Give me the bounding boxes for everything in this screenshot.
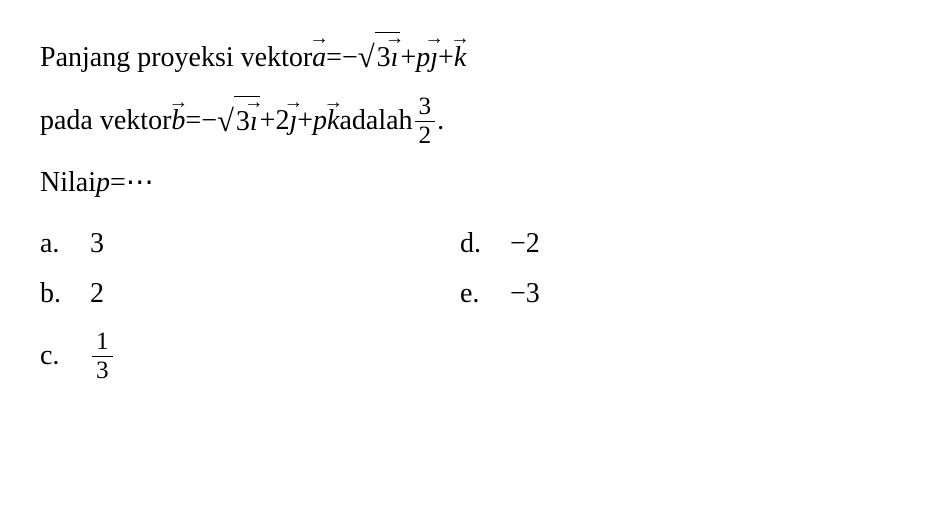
text-prefix-2: pada vektor — [40, 96, 171, 146]
vector-k-2: k — [327, 96, 339, 146]
fraction-3-2: 3 2 — [415, 93, 436, 149]
text-nilai: Nilai — [40, 158, 96, 208]
equation-b: b = − √ 3ı + 2ȷ + pk — [171, 94, 339, 149]
answer-label-a: a. — [40, 228, 90, 260]
answer-option-a: a. 3 — [40, 228, 320, 260]
vector-a: a — [312, 33, 326, 83]
vector-b: b — [171, 96, 185, 146]
frac-den: 2 — [415, 121, 436, 150]
answer-label-c: c. — [40, 340, 90, 372]
sqrt-symbol-1: √ — [358, 30, 375, 85]
problem-line-3: Nilai p = ⋯ — [40, 158, 895, 208]
problem-statement: Panjang proyeksi vektor a = − √ 3ı + pȷ … — [40, 30, 895, 208]
sqrt-symbol-2: √ — [217, 94, 234, 149]
sqrt-arg-2: 3ı — [234, 96, 260, 147]
sqrt-arg-1: 3ı — [375, 32, 401, 83]
vector-k-1: k — [454, 33, 466, 83]
vector-i-1: ı — [391, 33, 399, 83]
minus-2: − — [201, 96, 217, 146]
text-prefix-1: Panjang proyeksi vektor — [40, 33, 312, 83]
problem-line-1: Panjang proyeksi vektor a = − √ 3ı + pȷ … — [40, 30, 895, 85]
answer-c-den: 3 — [92, 356, 113, 385]
answer-c-num: 1 — [92, 328, 113, 356]
answer-value-d: −2 — [510, 228, 540, 260]
text-adalah: adalah — [339, 96, 412, 146]
equation-a: a = − √ 3ı + pȷ + k — [312, 30, 466, 85]
answer-label-e: e. — [460, 278, 510, 310]
period: . — [437, 96, 444, 146]
answer-value-a: 3 — [90, 228, 104, 260]
answer-label-b: b. — [40, 278, 90, 310]
answer-option-d: d. −2 — [460, 228, 740, 260]
sqrt-2: √ 3ı — [217, 94, 260, 149]
answer-label-d: d. — [460, 228, 510, 260]
equals-3: = — [110, 158, 126, 208]
answer-options: a. 3 b. 2 c. 1 3 d. −2 e. −3 — [40, 228, 740, 384]
problem-line-2: pada vektor b = − √ 3ı + 2ȷ + pk adalah … — [40, 93, 895, 149]
vector-j-2: ȷ — [289, 96, 297, 146]
answer-value-e: −3 — [510, 278, 540, 310]
answer-value-c: 1 3 — [92, 328, 113, 384]
answer-option-c: c. 1 3 — [40, 328, 320, 384]
ellipsis: ⋯ — [126, 158, 156, 208]
minus-1: − — [342, 33, 358, 83]
answer-option-b: b. 2 — [40, 278, 320, 310]
answer-option-e: e. −3 — [460, 278, 740, 310]
frac-num: 3 — [415, 93, 436, 121]
vector-i-2: ı — [250, 97, 258, 147]
vector-j-1: ȷ — [430, 33, 438, 83]
var-p-3: p — [96, 158, 110, 208]
answer-value-b: 2 — [90, 278, 104, 310]
sqrt-1: √ 3ı — [358, 30, 401, 85]
